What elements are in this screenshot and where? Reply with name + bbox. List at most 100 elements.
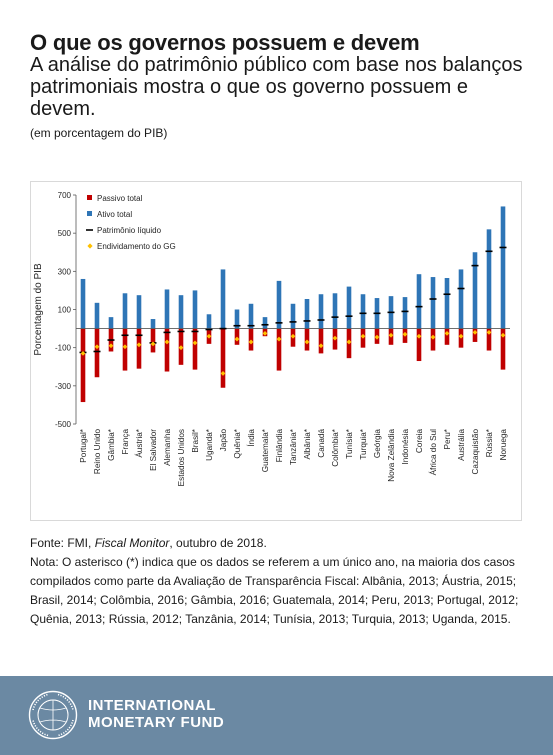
x-tick-label: Coreia <box>415 429 424 454</box>
x-tick-label: Guatemala* <box>261 428 270 472</box>
bar-asset <box>318 294 324 329</box>
y-axis-label: Porcentagem do PIB <box>33 263 44 356</box>
bar-asset <box>164 289 170 329</box>
gg-debt-marker <box>486 330 492 335</box>
gg-debt-marker <box>80 350 86 356</box>
gg-debt-marker <box>206 333 212 339</box>
bar-liability <box>318 328 324 354</box>
x-tick-label: Estados Unidos <box>177 429 186 486</box>
bar-asset <box>360 294 366 329</box>
gg-debt-marker <box>276 336 282 342</box>
bar-liability <box>416 328 422 362</box>
x-tick-label: Reino Unido <box>93 429 102 475</box>
bar-liability <box>220 328 226 388</box>
x-tick-label: Colômbia* <box>331 428 340 467</box>
gg-debt-marker <box>458 333 464 339</box>
x-tick-label: Cazaquistão <box>471 429 480 475</box>
gg-debt-marker <box>192 340 198 346</box>
bar-asset <box>248 303 254 329</box>
gg-debt-marker <box>304 339 310 345</box>
bar-asset <box>80 278 86 329</box>
imf-name-line2: MONETARY FUND <box>88 714 225 731</box>
bar-chart: 700 500 300 100 -100 -300 -500 Porcentagem do P… <box>30 181 522 521</box>
x-tick-label: Indonésia <box>401 429 410 465</box>
x-tick-label: França <box>121 429 130 455</box>
source-suffix: , outubro de 2018. <box>169 536 267 550</box>
bar-asset <box>108 317 114 329</box>
bar-liability <box>444 328 450 345</box>
x-tick-label: Rússia* <box>485 428 494 457</box>
gg-debt-marker <box>430 334 436 340</box>
bar-asset <box>304 299 310 329</box>
bar-asset <box>472 252 478 329</box>
y-tick-label: -300 <box>55 382 72 391</box>
x-tick-label: Quênia* <box>233 428 242 458</box>
gg-debt-marker <box>444 330 450 336</box>
y-tick-label: -500 <box>55 420 72 429</box>
x-tick-label: Gâmbia* <box>107 428 116 461</box>
legend-label: Passivo total <box>97 194 143 203</box>
imf-wordmark: INTERNATIONAL MONETARY FUND <box>88 697 224 731</box>
x-tick-label: Austrália <box>457 429 466 461</box>
source-prefix: Fonte: FMI, <box>30 536 95 550</box>
gg-debt-marker <box>332 335 338 341</box>
gg-debt-marker <box>500 332 506 338</box>
bar-liability <box>472 328 478 342</box>
x-tick-label: Uganda* <box>205 428 214 461</box>
x-tick-label: Portugal* <box>79 428 88 462</box>
x-tick-label: Peru* <box>443 428 452 449</box>
x-tick-label: Canadá <box>317 429 326 458</box>
x-tick-label: Noruega <box>499 429 508 461</box>
chart-container: 700 500 300 100 -100 -300 -500 Porcentagem do P… <box>30 181 522 521</box>
y-tick-label: 100 <box>58 306 72 315</box>
y-tick-label: -100 <box>55 344 72 353</box>
source-publication: Fiscal Monitor <box>94 536 170 550</box>
gg-debt-marker <box>416 333 422 339</box>
y-tick-label: 700 <box>58 191 72 200</box>
bar-liability <box>150 328 156 353</box>
x-tick-label: El Salvador <box>149 429 158 471</box>
bar-asset <box>234 309 240 329</box>
bar-asset <box>150 319 156 329</box>
x-tick-label: Geórgia <box>373 429 382 459</box>
bar-asset <box>206 314 212 329</box>
bar-asset <box>416 274 422 329</box>
page-subtitle: A análise do patrimônio público com base… <box>30 54 523 120</box>
bar-liability <box>80 328 86 403</box>
x-tick-label: Áustria* <box>134 428 144 457</box>
bar-liability <box>486 328 492 351</box>
bar-asset <box>94 302 100 329</box>
gg-debt-marker <box>402 331 408 337</box>
bar-asset <box>402 297 408 329</box>
x-tick-label: África do Sul <box>428 429 438 476</box>
bar-liability <box>276 328 282 371</box>
bar-liability <box>500 328 506 370</box>
gg-debt-marker <box>178 345 184 351</box>
legend-label: Patrimônio líquido <box>97 226 162 235</box>
unit-note: (em porcentagem do PIB) <box>30 126 168 140</box>
imf-seal-logo <box>28 690 78 740</box>
asterisk-note: Nota: O asterisco (*) indica que os dado… <box>30 555 519 626</box>
bar-asset <box>458 269 464 329</box>
bar-asset <box>122 293 128 329</box>
bar-asset <box>346 286 352 329</box>
x-tick-label: Alemanha <box>163 429 172 466</box>
gg-debt-marker <box>122 344 128 350</box>
x-tick-label: Tanzânia* <box>289 428 298 465</box>
legend-label: Endividamento do GG <box>97 242 176 251</box>
gg-debt-marker <box>248 339 254 345</box>
gg-debt-marker <box>164 339 170 345</box>
imf-name-line1: INTERNATIONAL <box>88 697 216 714</box>
gg-debt-marker <box>262 330 268 336</box>
bar-liability <box>136 328 142 369</box>
legend-label: Ativo total <box>97 210 132 219</box>
bar-asset <box>136 295 142 329</box>
x-tick-label: Nova Zelândia <box>387 429 396 482</box>
x-tick-label: Japão <box>219 429 228 452</box>
bar-liability <box>192 328 198 370</box>
legend-swatch <box>87 195 92 200</box>
gg-debt-marker <box>108 343 114 349</box>
gg-debt-marker <box>136 342 142 348</box>
bar-asset <box>500 206 506 329</box>
plot-frame <box>30 181 522 521</box>
